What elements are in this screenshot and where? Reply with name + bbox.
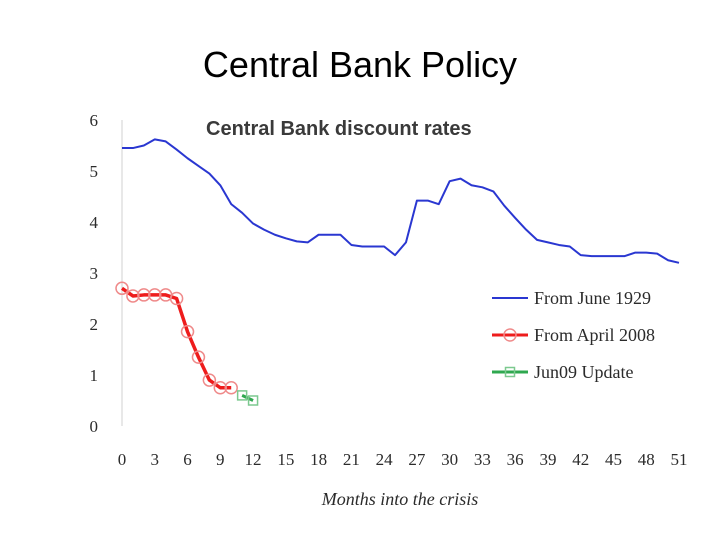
x-tick-label: 45 [605, 450, 622, 469]
data-point [180, 324, 195, 339]
x-axis-title: Months into the crisis [321, 489, 479, 509]
x-tick-label: 9 [216, 450, 225, 469]
y-tick-label: 3 [90, 264, 99, 283]
series-jun09-update [236, 390, 259, 406]
x-tick-label: 12 [245, 450, 262, 469]
x-tick-label: 30 [441, 450, 458, 469]
y-tick-label: 6 [90, 111, 99, 130]
slide-title: Central Bank Policy [202, 44, 518, 85]
data-point [191, 350, 206, 364]
data-point [202, 373, 217, 387]
x-tick-label: 51 [671, 450, 688, 469]
x-tick-label: 36 [507, 450, 524, 469]
x-tick-label: 15 [277, 450, 294, 469]
legend-item: From June 1929 [492, 288, 651, 308]
legend-marker [504, 366, 516, 378]
series-line [241, 394, 254, 402]
x-tick-label: 18 [310, 450, 327, 469]
data-point [224, 381, 238, 395]
data-point [115, 281, 129, 296]
legend-label: From June 1929 [534, 288, 651, 308]
series-layer [115, 138, 680, 406]
data-point [148, 288, 162, 302]
x-tick-label: 33 [474, 450, 491, 469]
x-tick-label: 6 [183, 450, 192, 469]
x-tick-label: 48 [638, 450, 655, 469]
y-tick-label: 0 [90, 417, 99, 436]
data-point [126, 289, 140, 303]
x-tick-label: 39 [539, 450, 556, 469]
series-from-april-2008 [115, 281, 238, 395]
data-point [236, 390, 248, 401]
data-point [137, 288, 151, 302]
x-tick-label: 21 [343, 450, 360, 469]
data-point [247, 395, 259, 406]
x-tick-label: 24 [376, 450, 394, 469]
y-tick-label: 5 [90, 162, 99, 181]
legend-label: Jun09 Update [534, 362, 633, 382]
data-point [213, 381, 228, 395]
series-line [120, 286, 232, 390]
data-point [169, 291, 184, 306]
series-from-june-1929 [122, 138, 680, 264]
legend: From June 1929 From April 2008 Jun09 Updat… [492, 288, 655, 382]
y-tick-label: 2 [90, 315, 99, 334]
x-tick-label: 3 [151, 450, 160, 469]
legend-label: From April 2008 [534, 325, 655, 345]
x-tick-label: 42 [572, 450, 589, 469]
x-tick-label: 27 [408, 450, 426, 469]
legend-item: Jun09 Update [492, 362, 633, 382]
y-tick-label: 4 [90, 213, 99, 232]
legend-item: From April 2008 [492, 325, 655, 345]
legend-marker [503, 328, 517, 342]
y-tick-label: 1 [90, 366, 99, 385]
x-tick-label: 0 [118, 450, 127, 469]
series-line [122, 138, 680, 264]
chart-title: Central Bank discount rates [206, 118, 472, 140]
